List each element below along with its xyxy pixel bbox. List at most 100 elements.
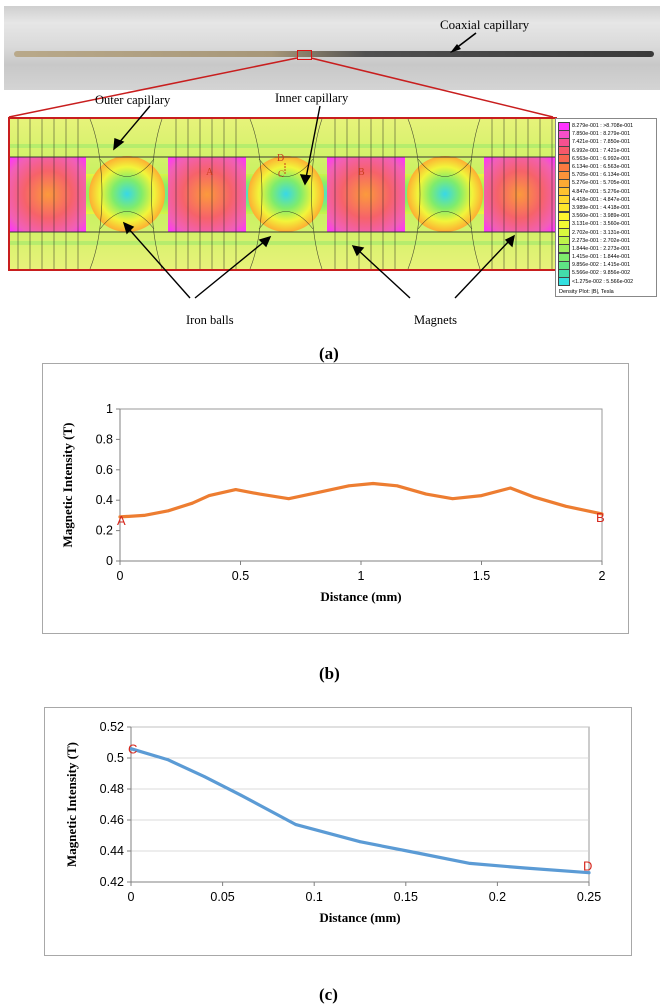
legend-swatch	[558, 277, 570, 287]
data-point	[371, 482, 375, 485]
series-line	[118, 481, 604, 519]
x-axis-title: Distance (mm)	[320, 589, 401, 604]
chart-c: 0.42 0.44 0.46 0.48 0.5 0.52 0 0.05 0.1 0.15 0.2 0.…	[64, 720, 601, 925]
y-tick-label: 0.5	[107, 751, 124, 765]
x-tick-label: 0	[128, 890, 135, 904]
legend-footer: Density Plot: |B|, Tesla	[559, 288, 614, 295]
x-tick-label: 0.15	[394, 890, 418, 904]
data-point	[118, 515, 122, 519]
data-point	[480, 494, 483, 498]
y-tick-label: 0.44	[100, 844, 124, 858]
legend-range-label: 4.418e-001 : 4.847e-001	[572, 196, 631, 203]
y-axis-title: Magnetic Intensity (T)	[60, 423, 75, 548]
y-tick-label: 0	[106, 554, 113, 568]
data-point	[395, 484, 399, 488]
y-tick-label: 0.46	[100, 813, 124, 827]
zoom-region-marker	[297, 50, 312, 60]
chart-b-frame	[42, 363, 629, 634]
data-point	[316, 491, 320, 494]
data-point	[142, 514, 146, 517]
x-axis-title: Distance (mm)	[319, 910, 400, 925]
y-tick-label: 0.4	[96, 493, 113, 507]
series-line	[129, 747, 591, 875]
data-point	[129, 747, 133, 751]
data-point	[358, 840, 362, 844]
end-annotation: D	[583, 859, 592, 874]
capillary-photo	[4, 6, 660, 90]
magnets-label: Magnets	[414, 313, 458, 327]
data-point	[523, 866, 527, 870]
data-point	[533, 495, 536, 499]
legend-range-label: 3.560e-001 : 3.989e-001	[572, 213, 631, 220]
coaxial-arrowhead	[450, 44, 461, 53]
data-point	[451, 497, 454, 501]
data-point	[347, 484, 351, 488]
data-point	[207, 494, 211, 498]
x-tick-label: 2	[599, 569, 606, 583]
panel-a-label: (a)	[319, 344, 339, 363]
x-tick-label: 0.1	[306, 890, 323, 904]
point-a-label: A	[206, 167, 214, 178]
legend-range-label: 6.134e-001 : 6.563e-001	[572, 164, 631, 171]
x-tick-label: 1	[358, 569, 365, 583]
data-point	[234, 488, 238, 491]
data-point	[424, 492, 428, 496]
legend-range-label: 3.131e-001 : 3.560e-001	[572, 221, 631, 228]
data-point	[287, 497, 291, 501]
zoom-line-right	[310, 57, 554, 118]
data-point	[600, 512, 604, 516]
density-legend: 8.279e-001 : >8.708e-001 7.850e-001 : 8.2…	[555, 118, 657, 297]
legend-range-label: 5.276e-001 : 5.705e-001	[572, 180, 631, 187]
legend-range-label: 1.844e-001 : 2.273e-001	[572, 245, 631, 252]
zoom-line-left	[8, 57, 298, 118]
panel-a-connectors	[8, 32, 554, 118]
legend-range-label: 2.273e-001 : 2.702e-001	[572, 237, 631, 244]
data-point	[509, 486, 512, 490]
end-annotation: B	[596, 510, 605, 525]
x-tick-label: 0.2	[489, 890, 506, 904]
legend-range-label: 1.415e-001 : 1.844e-001	[572, 254, 631, 261]
legend-range-label: 7.850e-001 : 8.279e-001	[572, 131, 631, 138]
panel-b-label: (b)	[319, 664, 340, 683]
data-point	[166, 758, 170, 761]
legend-range-label: 5.566e-002 : 9.856e-002	[572, 270, 631, 277]
data-point	[564, 504, 568, 508]
x-tick-label: 0.05	[210, 890, 234, 904]
data-point	[239, 793, 243, 797]
legend-range-label: 7.421e-001 : 7.850e-001	[572, 139, 631, 146]
legend-range-label: 9.856e-002 : 1.415e-001	[572, 262, 631, 269]
coaxial-capillary-label: Coaxial capillary	[440, 17, 530, 32]
y-tick-label: 0.52	[100, 720, 124, 734]
data-point	[294, 823, 298, 827]
legend-range-label: 8.279e-001 : >8.708e-001	[572, 123, 634, 130]
legend-range-label: 6.563e-001 : 6.992e-001	[572, 155, 631, 162]
legend-range-label: 6.992e-001 : 7.421e-001	[572, 147, 631, 154]
point-c-label: C	[278, 169, 284, 179]
data-point	[258, 492, 262, 496]
x-tick-label: 0	[117, 569, 124, 583]
field-map: A B D C	[10, 119, 555, 269]
x-tick-label: 0.25	[577, 890, 601, 904]
chart-b: 0 0.2 0.4 0.6 0.8 1 0 0.5 1 1.5 2 Distance (mm) Magn…	[60, 402, 606, 604]
legend-range-label: <1.275e-002 : 5.566e-002	[572, 278, 634, 285]
x-tick-label: 1.5	[473, 569, 490, 583]
y-tick-label: 0.6	[96, 463, 113, 477]
legend-entry: <1.275e-002 : 5.566e-002	[556, 277, 656, 287]
legend-range-label: 3.989e-001 : 4.418e-001	[572, 204, 631, 211]
legend-range-label: 5.705e-001 : 6.134e-001	[572, 172, 631, 179]
panel-a-arrows	[113, 105, 515, 299]
panel-c-label: (c)	[319, 985, 338, 1004]
outer-capillary-label: Outer capillary	[95, 93, 171, 107]
start-annotation: A	[117, 513, 126, 528]
data-point	[468, 862, 472, 865]
coaxial-capillary	[14, 51, 654, 57]
data-point	[587, 871, 591, 875]
x-tick-label: 0.5	[232, 569, 249, 583]
y-tick-label: 0.42	[100, 875, 124, 889]
y-tick-label: 0.48	[100, 782, 124, 796]
chart-c-frame	[44, 707, 632, 956]
y-tick-label: 1	[106, 402, 113, 416]
field-simulation: A B D C	[8, 117, 557, 271]
data-point	[166, 509, 170, 513]
y-tick-label: 0.2	[96, 524, 113, 538]
